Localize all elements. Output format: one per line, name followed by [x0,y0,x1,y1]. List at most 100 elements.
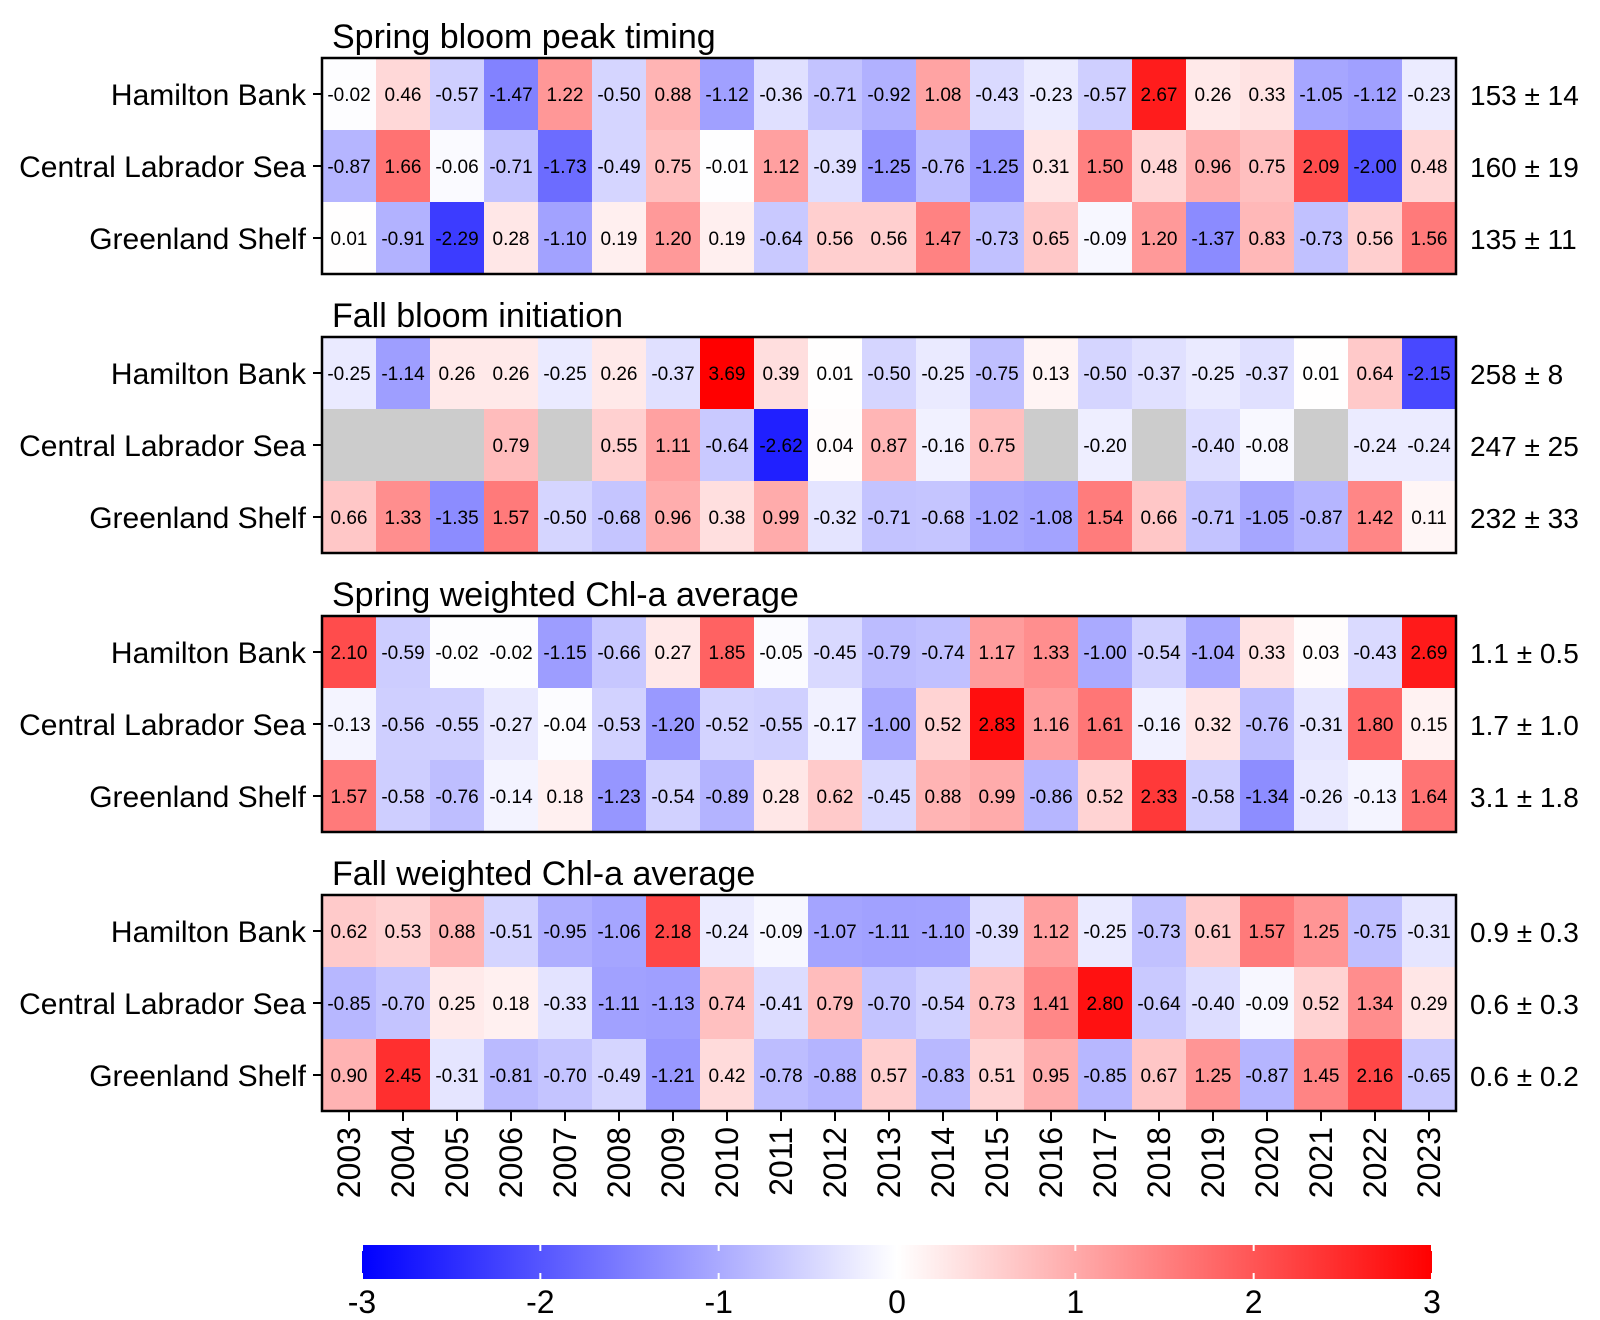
cell-label: 0.18 [493,994,530,1015]
cell-label: -1.73 [543,157,586,178]
cell-label: -0.55 [759,715,802,736]
heatmap-cell [1024,202,1079,275]
cell-label: -0.17 [813,715,856,736]
row-label: Hamilton Bank [111,916,307,949]
heatmap-cell [538,130,593,203]
cell-label: 0.01 [331,229,368,250]
x-axis: 2003 2004 2005 2006 2007 2008 2009 2010 2011 2012… [331,1111,1447,1198]
cell-label: -0.50 [597,85,640,106]
cell-label: 0.79 [817,994,854,1015]
heatmap-cell [1186,481,1241,554]
heatmap-cell [1240,337,1295,410]
row-stat: 258 ± 8 [1470,359,1563,390]
heatmap-cell [1186,1039,1241,1112]
heatmap-cell [430,409,485,482]
row-label: Greenland Shelf [89,781,306,814]
cell-label: 0.39 [763,364,800,385]
cell-label: -0.08 [1245,436,1288,457]
heatmap-cell [1402,895,1457,968]
cell-label: 1.20 [1141,229,1178,250]
x-tick-label: 2009 [655,1127,691,1198]
cell-label: -0.04 [543,715,587,736]
cell-label: 0.26 [601,364,638,385]
heatmap-cell [646,481,701,554]
heatmap-cell [862,58,917,131]
cell-label: -0.09 [1083,229,1126,250]
x-tick-label: 2018 [1141,1127,1177,1198]
cell-label: -0.05 [759,643,802,664]
heatmap-cell [754,688,809,761]
cell-label: -0.01 [705,157,748,178]
heatmap-cell [484,481,539,554]
cell-label: -0.09 [759,922,802,943]
cell-label: 0.66 [331,508,368,529]
cell-label: -1.02 [975,508,1018,529]
heatmap-cell [754,760,809,833]
heatmap-cell [754,616,809,689]
heatmap-cell [376,967,431,1040]
heatmap-cell [430,202,485,275]
heatmap-cell [1348,202,1403,275]
cell-label: 2.10 [331,643,368,664]
cell-label: -0.24 [1353,436,1397,457]
heatmap-cell [376,760,431,833]
row-stat: 1.7 ± 1.0 [1470,710,1579,741]
heatmap-cell [862,130,917,203]
cell-label: 0.38 [709,508,746,529]
cell-label: -0.65 [1407,1066,1450,1087]
heatmap-cell [1402,58,1457,131]
cell-label: 0.57 [871,1066,908,1087]
x-tick-label: 2007 [547,1127,583,1198]
heatmap-cell [754,895,809,968]
cell-label: -0.41 [759,994,802,1015]
heatmap-cell [484,688,539,761]
heatmap-cell [646,202,701,275]
heatmap-cell [1078,202,1133,275]
heatmap-cell [1078,58,1133,131]
cell-label: 0.67 [1141,1066,1178,1087]
heatmap-cell [1240,616,1295,689]
heatmap-cell [700,688,755,761]
heatmap-cell [538,967,593,1040]
cell-label: 1.80 [1357,715,1394,736]
heatmap-cell [592,895,647,968]
panel-title: Spring bloom peak timing [332,18,716,56]
heatmap-cell [376,616,431,689]
row-label: Central Labrador Sea [19,988,306,1021]
row-stat: 3.1 ± 1.8 [1470,782,1579,813]
cell-label: 0.18 [547,787,584,808]
cell-label: -1.15 [543,643,586,664]
heatmap-cell [1294,967,1349,1040]
cell-label: 1.22 [547,85,584,106]
heatmap-cell [322,202,377,275]
heatmap-cell [484,58,539,131]
heatmap-cell [484,1039,539,1112]
heatmap-cell [484,130,539,203]
heatmap-cell [1132,58,1187,131]
heatmap-cell [430,481,485,554]
cell-label: -0.40 [1191,994,1234,1015]
row-stat: 0.9 ± 0.3 [1470,917,1579,948]
cell-label: 0.88 [439,922,476,943]
cell-label: -0.54 [921,994,965,1015]
cell-label: 2.45 [385,1066,422,1087]
heatmap-cell [1132,967,1187,1040]
heatmap-cell [1294,895,1349,968]
heatmap-cell [592,58,647,131]
heatmap-cell [430,760,485,833]
cell-label: -1.13 [651,994,694,1015]
panel-frame [320,335,1458,555]
heatmap-cell [862,481,917,554]
heatmap-cell [538,202,593,275]
cell-label: -0.50 [1083,364,1126,385]
heatmap-cell [322,616,377,689]
heatmap-cell [700,481,755,554]
cell-label: -0.83 [921,1066,964,1087]
row-label: Hamilton Bank [111,637,307,670]
heatmap-cell [1186,58,1241,131]
heatmap-cell [1132,409,1187,482]
heatmap-cell [1186,760,1241,833]
cell-label: -1.12 [705,85,748,106]
cell-label: -0.70 [867,994,910,1015]
heatmap-cell [970,337,1025,410]
